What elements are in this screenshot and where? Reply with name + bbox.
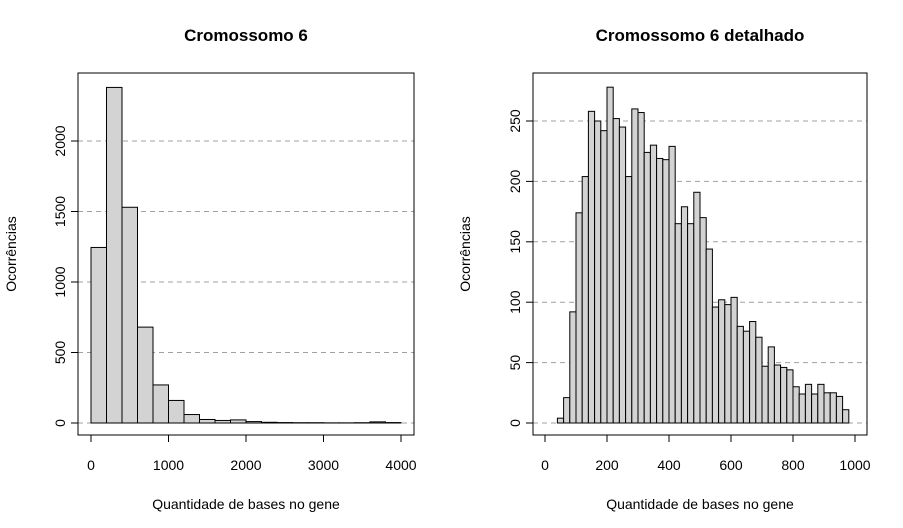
histogram-bar bbox=[649, 144, 658, 424]
histogram-bar bbox=[730, 296, 738, 424]
histogram-bar bbox=[618, 126, 627, 424]
x-tick-label: 0 bbox=[87, 457, 95, 473]
histogram-bar bbox=[656, 157, 664, 424]
y-tick-label: 1500 bbox=[52, 196, 68, 227]
histogram-bar bbox=[780, 366, 788, 424]
histogram-bar bbox=[767, 346, 775, 424]
histogram-bar bbox=[563, 397, 571, 424]
y-axis-label: Ocorrências bbox=[457, 216, 473, 291]
y-tick-label: 150 bbox=[507, 230, 523, 254]
chart-title: Cromossomo 6 detalhado bbox=[596, 26, 805, 45]
histogram-bar bbox=[736, 325, 744, 424]
histogram-bar bbox=[199, 418, 216, 424]
histogram-bar bbox=[606, 86, 614, 424]
chart-title: Cromossomo 6 bbox=[184, 26, 308, 45]
histogram-bar bbox=[699, 217, 707, 424]
histogram-bars bbox=[90, 86, 402, 424]
histogram-bar bbox=[804, 383, 813, 424]
plot-frame bbox=[532, 72, 868, 436]
x-tick-label: 600 bbox=[719, 457, 743, 473]
histogram-bar bbox=[687, 223, 695, 424]
histogram-bar bbox=[556, 417, 565, 424]
histogram-bar bbox=[823, 392, 831, 424]
histogram-bar bbox=[631, 108, 639, 424]
histogram-bar bbox=[792, 386, 800, 424]
y-tick-label: 200 bbox=[507, 170, 523, 194]
x-tick-label: 3000 bbox=[308, 457, 339, 473]
histogram-bar bbox=[786, 369, 794, 424]
histogram-bar bbox=[742, 330, 751, 424]
x-tick-label: 0 bbox=[541, 457, 549, 473]
histogram-bar bbox=[835, 395, 844, 424]
histogram-bar bbox=[724, 304, 732, 424]
histogram-bar bbox=[842, 409, 850, 424]
x-tick-label: 400 bbox=[657, 457, 681, 473]
histogram-bar bbox=[152, 384, 169, 424]
histogram-bars bbox=[556, 86, 850, 424]
x-tick-label: 1000 bbox=[153, 457, 184, 473]
histogram-bar bbox=[612, 118, 620, 424]
y-tick-label: 2000 bbox=[52, 125, 68, 156]
histogram-bar bbox=[817, 383, 825, 424]
x-tick-label: 2000 bbox=[230, 457, 261, 473]
histogram-bar bbox=[137, 326, 154, 424]
y-tick-label: 0 bbox=[52, 419, 68, 427]
histogram-bar bbox=[718, 299, 726, 424]
histogram-bar bbox=[600, 130, 608, 424]
histogram-bar bbox=[643, 151, 651, 424]
histogram-bar bbox=[168, 399, 185, 424]
histogram-bar bbox=[761, 365, 769, 424]
histogram-panel-chromosome-6-detailed: Cromossomo 6 detalhado Quantidade de bas… bbox=[457, 26, 871, 512]
histogram-bar bbox=[569, 311, 577, 424]
y-tick-label: 100 bbox=[507, 290, 523, 314]
histogram-bar bbox=[798, 393, 806, 424]
histogram-bar bbox=[594, 120, 602, 424]
histogram-bar bbox=[245, 421, 262, 424]
histogram-bar bbox=[668, 145, 676, 424]
histogram-bar bbox=[625, 176, 633, 424]
histogram-bar bbox=[773, 364, 782, 424]
x-tick-label: 200 bbox=[595, 457, 619, 473]
histogram-panel-chromosome-6: Cromossomo 6 Quantidade de bases no gene… bbox=[3, 26, 417, 512]
histogram-bar bbox=[581, 176, 589, 424]
histogram-bar bbox=[106, 86, 123, 424]
histogram-bar bbox=[587, 110, 596, 424]
y-tick-label: 500 bbox=[52, 341, 68, 365]
y-tick-label: 1000 bbox=[52, 266, 68, 297]
histogram-bar bbox=[369, 421, 386, 424]
x-tick-label: 4000 bbox=[385, 457, 416, 473]
histogram-bar bbox=[214, 419, 231, 424]
histogram-bar bbox=[755, 336, 763, 424]
x-tick-label: 1000 bbox=[839, 457, 870, 473]
x-tick-label: 800 bbox=[781, 457, 805, 473]
y-tick-label: 250 bbox=[507, 109, 523, 133]
histogram-bar bbox=[711, 306, 720, 424]
x-axis-label: Quantidade de bases no gene bbox=[606, 496, 794, 512]
histogram-bar bbox=[261, 421, 278, 424]
histogram-bar bbox=[829, 392, 837, 424]
histogram-bar bbox=[705, 248, 713, 424]
x-axis-label: Quantidade de bases no gene bbox=[152, 496, 340, 512]
histogram-bar bbox=[90, 246, 107, 424]
histogram-bar bbox=[693, 191, 701, 424]
y-axis-label: Ocorrências bbox=[3, 216, 19, 291]
y-tick-label: 0 bbox=[507, 419, 523, 427]
histogram-bar bbox=[230, 419, 247, 424]
histogram-bar bbox=[183, 414, 200, 424]
histogram-bar bbox=[680, 206, 689, 424]
histogram-bar bbox=[662, 159, 670, 424]
histogram-bar bbox=[637, 112, 645, 424]
y-tick-label: 50 bbox=[507, 355, 523, 371]
histogram-bar bbox=[121, 206, 138, 424]
histogram-bar bbox=[674, 223, 682, 424]
histogram-bar bbox=[811, 393, 819, 424]
histogram-bar bbox=[575, 212, 583, 424]
histogram-bar bbox=[749, 321, 757, 424]
